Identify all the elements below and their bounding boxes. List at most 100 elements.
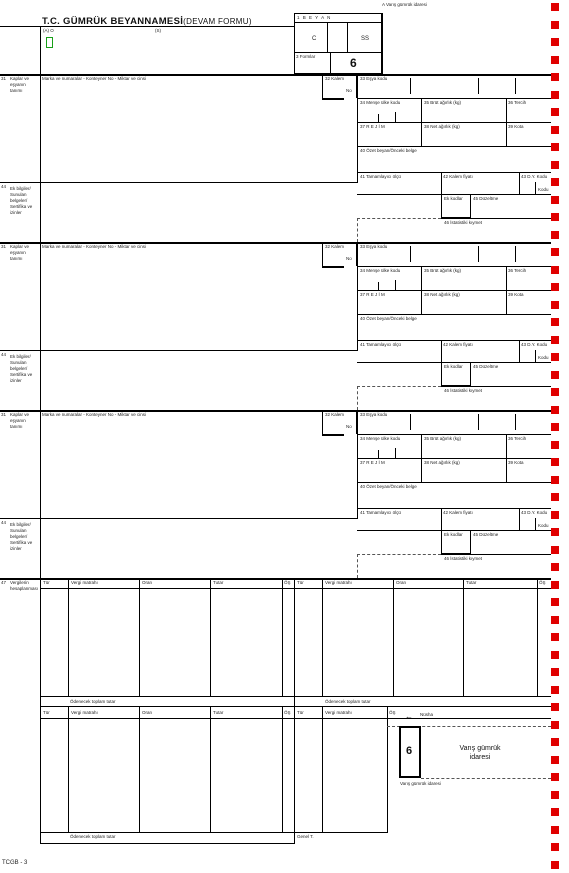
tax2-col-tutar-1: Tutar bbox=[213, 710, 224, 715]
perforation-mark bbox=[551, 686, 559, 694]
formlar-label: 3 Formlar bbox=[296, 54, 316, 59]
perforation-mark bbox=[551, 73, 559, 81]
perforation-mark bbox=[551, 528, 559, 536]
num31: 31 bbox=[1, 412, 7, 417]
k33: 33 Eşya kodu bbox=[360, 76, 388, 81]
k42: 42 Kalem fiyatı bbox=[443, 342, 473, 347]
perforation-mark bbox=[551, 441, 559, 449]
perforation-mark bbox=[551, 633, 559, 641]
k43b: Kodu bbox=[538, 187, 549, 192]
perforation-mark bbox=[551, 826, 559, 834]
total-3: Ödenecek toplam tutar bbox=[70, 834, 116, 839]
k32: 32 Kalem bbox=[325, 244, 345, 249]
copy-box6 bbox=[399, 726, 421, 778]
footer-code: TCGB - 3 bbox=[2, 860, 28, 866]
perforation-mark bbox=[551, 738, 559, 746]
k44a: Ek kodlar bbox=[444, 196, 463, 201]
k46: 46 İstatistiki kıymet bbox=[444, 388, 483, 393]
k44b: 45 Düzeltme bbox=[473, 196, 499, 201]
perforation-mark bbox=[551, 423, 559, 431]
perforation-mark bbox=[551, 266, 559, 274]
k40: 40 Özet beyan/Önceki belge bbox=[360, 316, 417, 321]
k40: 40 Özet beyan/Önceki belge bbox=[360, 484, 417, 489]
perforation-mark bbox=[551, 38, 559, 46]
k41: 41 Tamamlayıcı ölçü bbox=[360, 342, 401, 347]
perforation-mark bbox=[551, 143, 559, 151]
a-label: (A) O bbox=[43, 28, 54, 33]
tax-col-matrah-1: Vergi matrahı bbox=[71, 580, 98, 585]
num31: 31 bbox=[1, 76, 7, 81]
perforation-mark bbox=[551, 336, 559, 344]
box6-number: 6 bbox=[350, 56, 357, 70]
copy-box6-number: 6 bbox=[406, 745, 413, 757]
top-right-note: A Varış gümrük idaresi bbox=[382, 2, 427, 7]
num44: 44 bbox=[1, 184, 7, 189]
copy-line1: Varış gümrük bbox=[459, 745, 501, 752]
title44: Ek bilgiler/ Sunulan belgeler/ Sertifika… bbox=[10, 186, 33, 215]
num44: 44 bbox=[1, 352, 7, 357]
perforation-mark bbox=[551, 791, 559, 799]
title47: Vergilerin hesaplanması bbox=[10, 580, 39, 591]
perforation-mark bbox=[551, 161, 559, 169]
k37: 37 R E J İ M bbox=[360, 292, 385, 297]
k34: 34 Menşe ülke kodu bbox=[360, 436, 401, 441]
beyan-c: C bbox=[312, 36, 317, 42]
perforation-mark bbox=[551, 406, 559, 414]
k36: 36 Tercih bbox=[508, 100, 527, 105]
perforation-mark bbox=[551, 178, 559, 186]
perforation-mark bbox=[551, 196, 559, 204]
k33: 33 Eşya kodu bbox=[360, 244, 388, 249]
tax2-col-os-2: ÖŞ bbox=[389, 710, 396, 715]
k38: 38 Net ağırlık (kg) bbox=[424, 460, 460, 465]
tax2-col-os-1: ÖŞ bbox=[284, 710, 291, 715]
k42: 42 Kalem fiyatı bbox=[443, 510, 473, 515]
perforation-mark bbox=[551, 458, 559, 466]
tax2-col-tur-2: Tür bbox=[297, 710, 304, 715]
perforation-mark bbox=[551, 353, 559, 361]
copy-line2: idaresi bbox=[469, 754, 491, 761]
copy-title: Varış gümrük idaresi bbox=[440, 744, 520, 762]
perforation-mark bbox=[551, 283, 559, 291]
tax-col-oran-1: Oran bbox=[142, 580, 153, 585]
perforation-mark bbox=[551, 3, 559, 11]
k39: 39 Kota bbox=[508, 460, 524, 465]
k46: 46 İstatistiki kıymet bbox=[444, 220, 483, 225]
tax-col-tutar-2: Tutar bbox=[466, 580, 477, 585]
k38: 38 Net ağırlık (kg) bbox=[424, 292, 460, 297]
beyan-ss: SS bbox=[361, 36, 370, 42]
perforation-mark bbox=[551, 563, 559, 571]
k32n: No bbox=[346, 88, 352, 93]
perforation-mark bbox=[551, 56, 559, 64]
tax2-col-tur-1: Tür bbox=[43, 710, 50, 715]
perforation-mark bbox=[551, 756, 559, 764]
perforation-mark bbox=[551, 721, 559, 729]
perforation-mark bbox=[551, 581, 559, 589]
copy-bottom: Varış gümrük idaresi bbox=[400, 781, 441, 786]
k43b: Kodu bbox=[538, 523, 549, 528]
copy-label-top: Nüsha bbox=[420, 712, 434, 717]
k44a: Ek kodlar bbox=[444, 364, 463, 369]
title31: Kaplar ve eşyanın tanımı bbox=[10, 244, 30, 261]
perforation-mark bbox=[551, 21, 559, 29]
page-title: T.C. GÜMRÜK BEYANNAMESİ(DEVAM FORMU) bbox=[42, 16, 252, 27]
green-marker[interactable] bbox=[46, 37, 53, 48]
tax-col-tutar-1: Tutar bbox=[213, 580, 224, 585]
total-4: Genel T. bbox=[297, 834, 314, 839]
perforation-mark bbox=[551, 546, 559, 554]
perforation-mark bbox=[551, 598, 559, 606]
perforation-mark bbox=[551, 616, 559, 624]
k43: 43 D.Y. Kodu bbox=[521, 342, 548, 347]
k35: 35 Brüt ağırlık (kg) bbox=[424, 268, 462, 273]
num31: 31 bbox=[1, 244, 7, 249]
title31: Kaplar ve eşyanın tanımı bbox=[10, 76, 30, 93]
k32: 32 Kalem bbox=[325, 412, 345, 417]
k35: 35 Brüt ağırlık (kg) bbox=[424, 100, 462, 105]
k37: 37 R E J İ M bbox=[360, 460, 385, 465]
k46: 46 İstatistiki kıymet bbox=[444, 556, 483, 561]
perforation-mark bbox=[551, 773, 559, 781]
k32n: No bbox=[346, 424, 352, 429]
perforation-mark bbox=[551, 248, 559, 256]
k32n: No bbox=[346, 256, 352, 261]
perforation-mark bbox=[551, 843, 559, 851]
num44: 44 bbox=[1, 520, 7, 525]
